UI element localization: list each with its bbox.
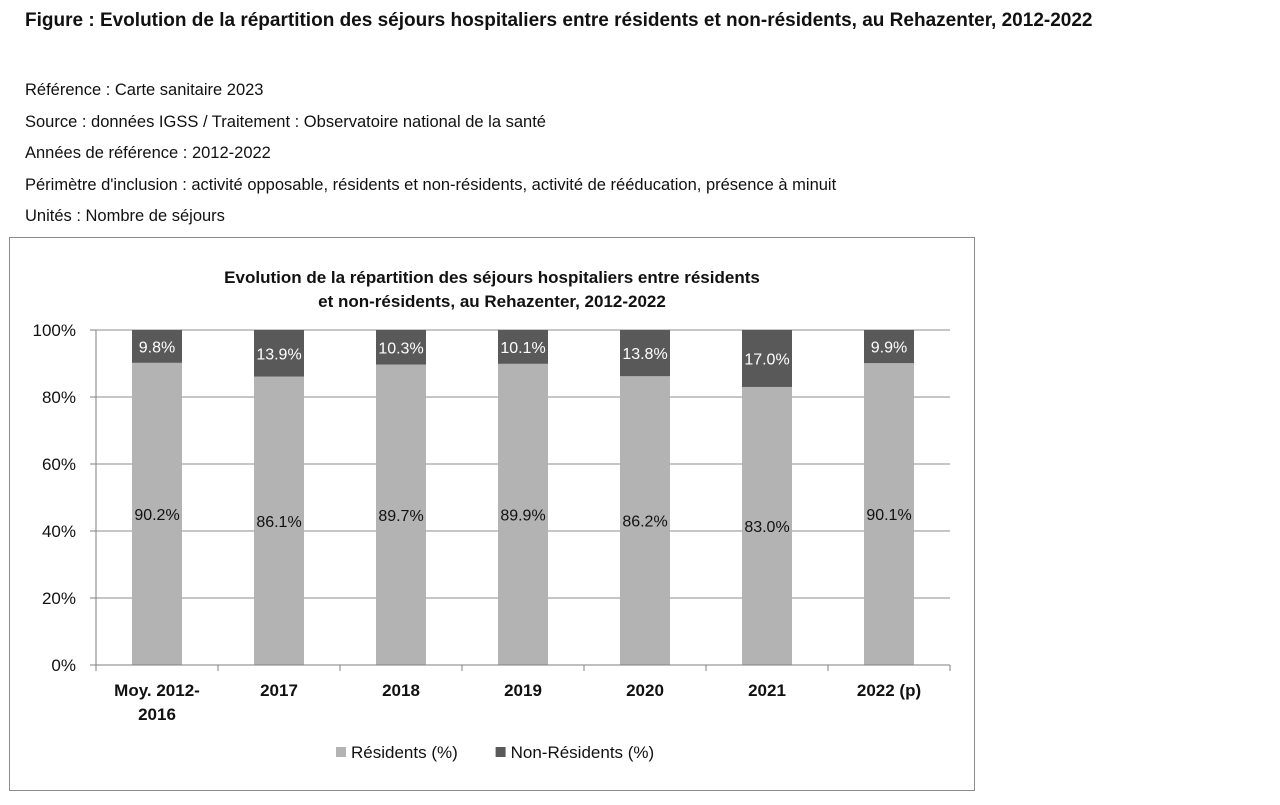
x-category-label: 2020 (626, 681, 664, 700)
bar-non-residents (620, 330, 670, 377)
x-category-label: 2021 (748, 681, 786, 700)
meta-scope: Périmètre d'inclusion : activité opposab… (25, 175, 837, 194)
bar-non-residents (742, 330, 792, 387)
figure-metadata: Référence : Carte sanitaire 2023 Source … (25, 75, 836, 233)
bar-residents (620, 376, 670, 665)
y-tick-label: 80% (42, 388, 76, 407)
meta-reference: Référence : Carte sanitaire 2023 (25, 81, 264, 99)
x-category-label: 2019 (504, 681, 542, 700)
data-label-residents: 86.1% (256, 514, 301, 531)
stacked-bar-chart: Evolution de la répartition des séjours … (33, 268, 951, 762)
y-tick-label: 0% (51, 656, 76, 675)
y-tick-label: 40% (42, 522, 76, 541)
bar-residents (132, 362, 182, 665)
meta-source: Source : données IGSS / Traitement : Obs… (25, 112, 546, 131)
legend-label: Non-Résidents (%) (511, 743, 655, 762)
x-category-label: 2016 (138, 705, 176, 724)
legend-label: Résidents (%) (351, 743, 458, 762)
x-category-label: Moy. 2012- (114, 681, 200, 700)
data-label-residents: 86.2% (622, 514, 667, 531)
legend-swatch (495, 747, 506, 757)
data-label-non-residents: 10.3% (378, 340, 423, 357)
y-tick-label: 60% (42, 455, 76, 474)
data-label-residents: 89.7% (378, 508, 423, 525)
x-category-label: 2018 (382, 681, 420, 700)
figure-title: Figure : Evolution de la répartition des… (25, 10, 1093, 31)
data-label-non-residents: 13.9% (256, 346, 301, 363)
bar-residents (498, 363, 548, 665)
data-label-non-residents: 10.1% (500, 340, 545, 357)
legend-swatch (336, 747, 346, 757)
x-category-label: 2022 (p) (857, 681, 921, 700)
data-label-non-residents: 13.8% (622, 346, 667, 363)
data-label-residents: 89.9% (500, 507, 545, 524)
bar-residents (254, 376, 304, 665)
data-label-non-residents: 17.0% (744, 351, 789, 368)
bar-non-residents (132, 330, 182, 363)
chart-title-line-1: Evolution de la répartition des séjours … (224, 268, 760, 287)
y-tick-label: 100% (33, 321, 76, 340)
data-label-residents: 90.2% (134, 507, 179, 524)
data-label-residents: 90.1% (866, 507, 911, 524)
bar-residents (742, 386, 792, 665)
bar-residents (376, 364, 426, 665)
data-label-non-residents: 9.9% (871, 340, 907, 357)
meta-units: Unités : Nombre de séjours (25, 207, 225, 225)
bar-non-residents (254, 330, 304, 377)
bar-non-residents (376, 330, 426, 365)
bar-residents (864, 363, 914, 665)
data-label-residents: 83.0% (744, 519, 789, 536)
chart-title-line-2: et non-résidents, au Rehazenter, 2012-20… (318, 292, 666, 311)
meta-years: Années de référence : 2012-2022 (25, 144, 271, 162)
x-category-label: 2017 (260, 681, 298, 700)
bar-non-residents (498, 330, 548, 364)
bar-non-residents (864, 330, 914, 364)
y-tick-label: 20% (42, 589, 76, 608)
chart-container: Evolution de la répartition des séjours … (9, 237, 975, 791)
data-label-non-residents: 9.8% (139, 339, 175, 356)
